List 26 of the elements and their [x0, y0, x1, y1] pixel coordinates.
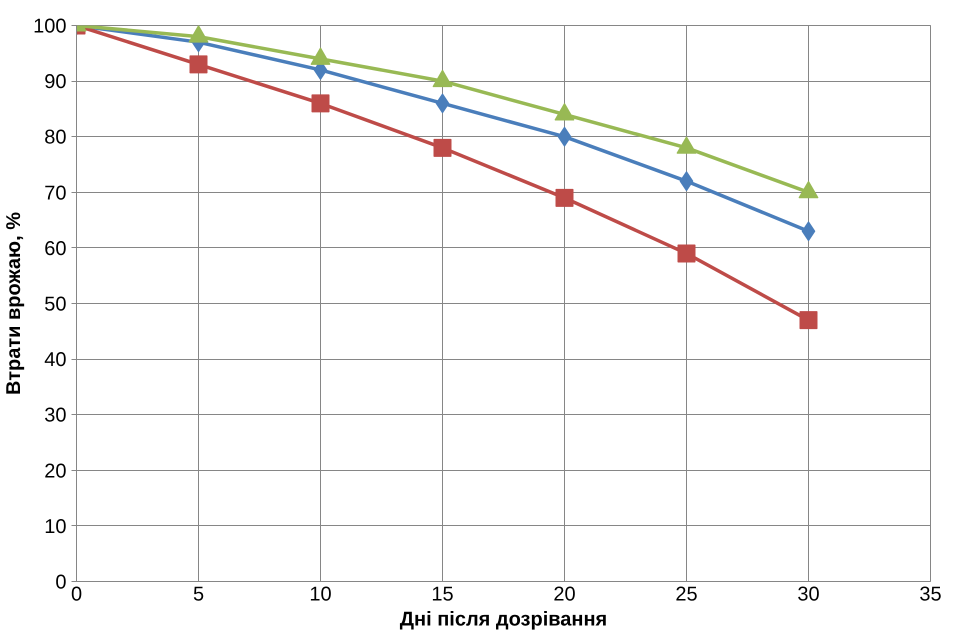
- y-tick-label: 60: [44, 238, 67, 260]
- x-tick-label: 0: [70, 584, 82, 606]
- x-tick-label: 15: [431, 584, 454, 606]
- x-tick-label: 30: [797, 584, 820, 606]
- point: [678, 244, 696, 262]
- x-tick-label: 35: [919, 584, 942, 606]
- y-tick-label: 70: [44, 182, 67, 204]
- point: [434, 138, 452, 157]
- y-tick-label: 90: [44, 71, 67, 94]
- x-tick-label: 5: [192, 584, 204, 606]
- x-tick-label: 25: [675, 584, 698, 606]
- y-tick-label: 20: [44, 460, 67, 482]
- point: [556, 188, 574, 207]
- y-tick-label: 30: [44, 404, 67, 427]
- x-tick-label: 10: [309, 584, 332, 606]
- point: [190, 55, 208, 74]
- point: [800, 311, 818, 330]
- point: [312, 94, 330, 112]
- y-tick-label: 10: [44, 516, 67, 538]
- x-axis-title: Дні після дозрівання: [400, 608, 608, 630]
- x-tick-label: 20: [553, 584, 576, 606]
- y-axis-title: Втрати врожаю, %: [3, 212, 26, 395]
- y-tick-label: 50: [44, 294, 67, 316]
- y-tick-label: 80: [44, 126, 67, 149]
- y-tick-label: 100: [33, 16, 67, 38]
- y-tick-label: 40: [44, 349, 67, 372]
